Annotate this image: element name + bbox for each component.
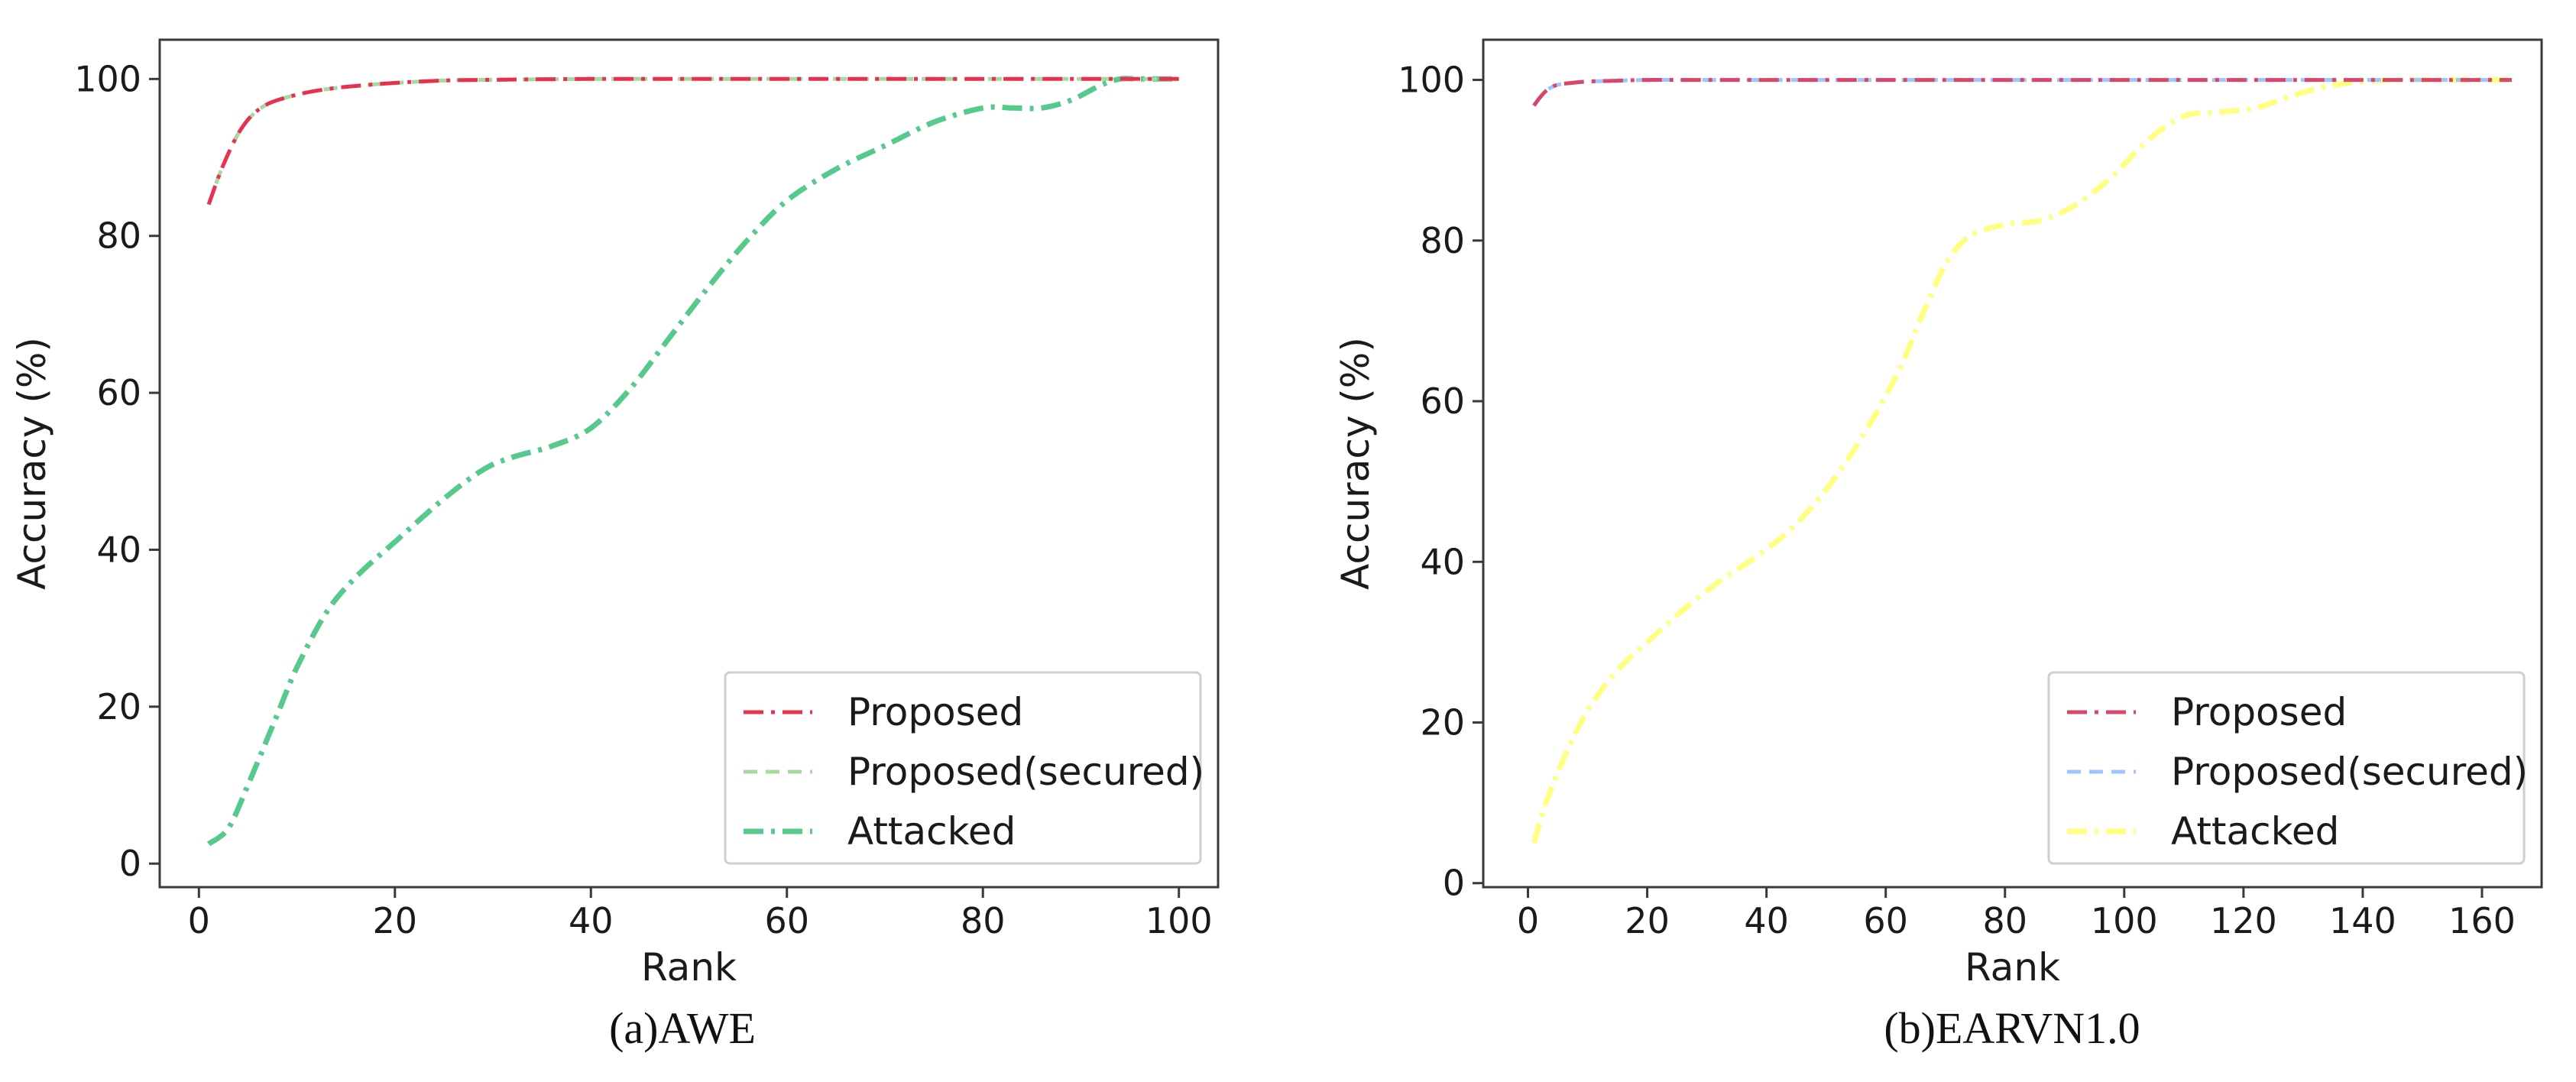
y-tick-label: 0 <box>1443 863 1465 904</box>
legend-box <box>2047 671 2526 865</box>
legend-label: Proposed <box>2171 690 2347 734</box>
y-tick-label: 100 <box>74 58 141 99</box>
series-line-attacked <box>206 76 1179 847</box>
y-tick-label: 0 <box>119 843 141 884</box>
chart-panel-1: 0 20 40 60 80 100 0 20 40 60 80 100 Rank Accuracy (%)… <box>10 38 1220 1053</box>
y-tick-label: 40 <box>96 529 141 570</box>
chart-panel-2: 0 20 40 60 80 100 120 140 160 0 20 40 60 80 100 Rank Acc… <box>1333 38 2543 1053</box>
x-tick-label: 60 <box>1863 900 1908 941</box>
x-tick-label: 40 <box>1744 900 1789 941</box>
legend-label: Proposed(secured) <box>847 750 1204 794</box>
x-tick-label: 20 <box>373 900 418 941</box>
x-axis-label: Rank <box>1965 945 2060 990</box>
y-tick-label: 20 <box>1420 702 1465 743</box>
x-tick-label: 20 <box>1625 900 1670 941</box>
series-line-proposed-secured <box>206 76 1179 206</box>
y-tick-label: 60 <box>96 372 141 413</box>
legend-label: Attacked <box>847 809 1016 854</box>
x-tick-label: 80 <box>961 900 1006 941</box>
series-line-proposed <box>1532 78 2512 107</box>
x-tick-label: 0 <box>188 900 210 941</box>
plot-frame <box>158 38 1220 889</box>
y-tick-label: 40 <box>1420 541 1465 582</box>
y-tick-label: 60 <box>1420 381 1465 422</box>
legend: Proposed Proposed(secured) Attacked <box>724 671 1204 865</box>
x-tick-label: 140 <box>2329 900 2396 941</box>
x-tick-label: 80 <box>1982 900 2027 941</box>
figure-caption: (a)AWE <box>609 1003 756 1053</box>
y-axis-label: Accuracy (%) <box>10 337 54 590</box>
series-line-proposed-secured <box>1532 78 2512 107</box>
y-tick-label: 80 <box>1420 220 1465 261</box>
y-tick-label: 80 <box>96 215 141 257</box>
x-axis-label: Rank <box>641 945 737 990</box>
y-tick-label: 100 <box>1398 60 1465 101</box>
x-tick-label: 120 <box>2210 900 2277 941</box>
series-line-proposed <box>206 76 1179 206</box>
plot-frame <box>1482 38 2543 889</box>
x-tick-label: 100 <box>1145 900 1213 941</box>
legend-label: Proposed(secured) <box>2171 750 2528 794</box>
figure-caption: (b)EARVN1.0 <box>1884 1003 2140 1053</box>
series-line-attacked <box>1531 76 2512 844</box>
legend-label: Attacked <box>2171 809 2339 854</box>
x-tick-label: 0 <box>1517 900 1539 941</box>
y-tick-label: 20 <box>96 686 141 727</box>
legend: Proposed Proposed(secured) Attacked <box>2047 671 2528 865</box>
legend-label: Proposed <box>847 690 1023 734</box>
x-tick-label: 40 <box>569 900 614 941</box>
x-tick-label: 100 <box>2091 900 2158 941</box>
x-tick-label: 160 <box>2448 900 2516 941</box>
legend-box <box>724 671 1202 865</box>
x-tick-label: 60 <box>764 900 809 941</box>
y-axis-label: Accuracy (%) <box>1333 337 1378 590</box>
